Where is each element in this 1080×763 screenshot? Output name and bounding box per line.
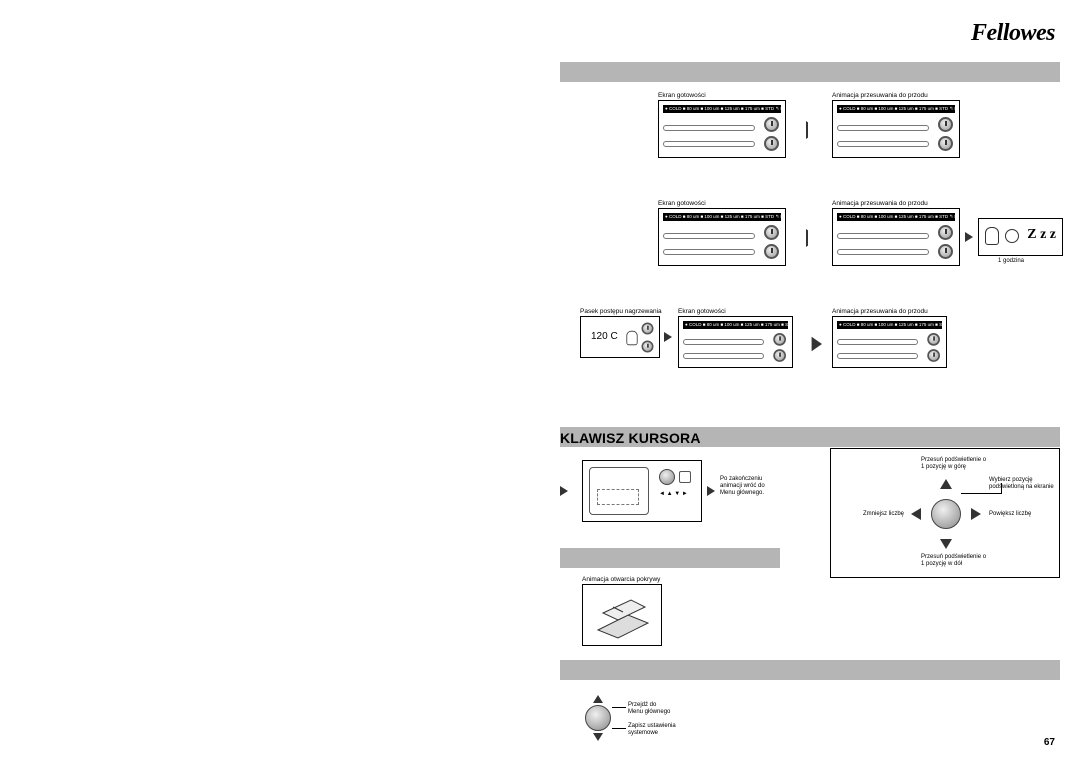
lcd-strip: ● COLD ■ 80 um ■ 100 um ■ 125 um ■ 175 u… <box>663 213 781 221</box>
arrow-right-icon <box>808 230 820 246</box>
joystick-icon <box>659 469 675 485</box>
display-panel: ● COLD ■ 80 um ■ 100 um ■ 125 um ■ 175 u… <box>832 316 947 368</box>
cursor-right-label: Powiększ liczbę <box>989 511 1031 518</box>
cursor-diagram: Przesuń podświetlenie o 1 pozycję w górę… <box>830 448 1060 578</box>
cursor-center-label: Wybierz pozycję podświetloną na ekranie <box>989 477 1054 491</box>
lid-panel <box>582 584 662 646</box>
hand-icon <box>985 227 999 245</box>
arrow-right-icon <box>560 486 568 496</box>
knob-icon <box>642 341 654 353</box>
joy-bottom-label: Zapisz ustawienia systemowe <box>628 723 676 737</box>
arrow-up-icon <box>940 479 952 489</box>
feed-slot <box>683 353 764 359</box>
lcd-strip: ● COLD ■ 80 um ■ 100 um ■ 125 um ■ 175 u… <box>663 105 781 113</box>
cursor-left-label: Zmniejsz liczbę <box>839 511 904 518</box>
panel-label: Ekran gotowości <box>658 200 706 207</box>
arrow-right-icon <box>707 486 715 496</box>
knob-icon <box>642 323 654 335</box>
knob-group <box>938 225 953 263</box>
panel-label: Animacja przesuwania do przodu <box>832 308 928 315</box>
hand-icon <box>626 331 637 345</box>
divider-bar <box>560 660 1060 680</box>
arrow-right-icon <box>808 122 820 138</box>
divider-bar <box>560 548 780 568</box>
arrow-up-icon <box>593 695 603 703</box>
module-panel: ◄ ▲ ▼ ► <box>582 460 702 522</box>
feed-slot <box>663 233 755 239</box>
knob-group <box>927 333 940 365</box>
manual-page: Fellowes Ekran gotowości ● COLD ■ 80 um … <box>560 0 1080 763</box>
display-panel: ● COLD ■ 80 um ■ 100 um ■ 125 um ■ 175 u… <box>678 316 793 368</box>
arrow-right-icon <box>813 338 823 351</box>
bottom-joystick-diagram: Przejdź do Menu głównego Zapisz ustawien… <box>580 690 700 745</box>
lcd-strip: ● COLD ■ 80 um ■ 100 um ■ 125 um ■ 175 u… <box>837 213 955 221</box>
knob-group <box>938 117 953 155</box>
lcd-strip: ● COLD ■ 80 um ■ 100 um ■ 125 um ■ 175 u… <box>837 105 955 113</box>
clock-icon <box>1005 229 1019 243</box>
sleep-zzz: Z z z <box>1027 227 1056 243</box>
display-panel: ● COLD ■ 80 um ■ 100 um ■ 125 um ■ 175 u… <box>658 208 786 266</box>
knob-group <box>764 117 779 155</box>
feed-slot <box>837 141 929 147</box>
sleep-panel: Z z z <box>978 218 1063 256</box>
panel-label: Pasek postępu nagrzewania <box>580 308 662 315</box>
arrow-right-icon <box>971 508 981 520</box>
panel-label: Animacja otwarcia pokrywy <box>582 576 660 583</box>
arrow-right-icon <box>965 232 973 242</box>
arrow-right-icon <box>664 332 672 342</box>
feed-slot <box>663 141 755 147</box>
cursor-down-label: Przesuń podświetlenie o 1 pozycję w dół <box>921 554 1011 568</box>
panel-label: Animacja przesuwania do przodu <box>832 200 928 207</box>
panel-label: Ekran gotowości <box>678 308 726 315</box>
joy-top-label: Przejdź do Menu głównego <box>628 702 670 716</box>
temperature-value: 120 C <box>591 331 618 342</box>
feed-slot <box>837 339 918 345</box>
display-panel: ● COLD ■ 80 um ■ 100 um ■ 125 um ■ 175 u… <box>832 100 960 158</box>
lcd-strip: ● COLD ■ 80 um ■ 100 um ■ 125 um ■ 175 u… <box>683 321 788 329</box>
divider-bar <box>560 62 1060 82</box>
arrow-down-icon <box>940 539 952 549</box>
feed-slot <box>837 353 918 359</box>
feed-slot <box>837 233 929 239</box>
panel-label: Ekran gotowości <box>658 92 706 99</box>
feed-slot <box>663 125 755 131</box>
feed-slot <box>683 339 764 345</box>
joystick-center[interactable] <box>931 499 961 529</box>
joystick-icon[interactable] <box>585 705 611 731</box>
knob-group <box>764 225 779 263</box>
heating-panel: 120 C <box>580 316 660 358</box>
after-anim-label: Po zakończeniu animacji wróć do Menu głó… <box>720 476 765 497</box>
feed-slot <box>837 249 929 255</box>
lcd-strip: ● COLD ■ 80 um ■ 100 um ■ 125 um ■ 175 u… <box>837 321 942 329</box>
arrow-down-icon <box>593 733 603 741</box>
display-panel: ● COLD ■ 80 um ■ 100 um ■ 125 um ■ 175 u… <box>832 208 960 266</box>
feed-slot <box>663 249 755 255</box>
knob-group <box>773 333 786 365</box>
page-number: 67 <box>1044 737 1055 748</box>
section-title: KLAWISZ KURSORA <box>560 430 701 446</box>
arrow-left-icon <box>911 508 921 520</box>
one-hour-label: 1 godzina <box>998 258 1024 265</box>
display-panel: ● COLD ■ 80 um ■ 100 um ■ 125 um ■ 175 u… <box>658 100 786 158</box>
brand-logo: Fellowes <box>971 20 1055 47</box>
lid-iso-icon <box>583 585 663 647</box>
cursor-up-label: Przesuń podświetlenie o 1 pozycję w górę <box>921 457 1011 471</box>
panel-label: Animacja przesuwania do przodu <box>832 92 928 99</box>
feed-slot <box>837 125 929 131</box>
